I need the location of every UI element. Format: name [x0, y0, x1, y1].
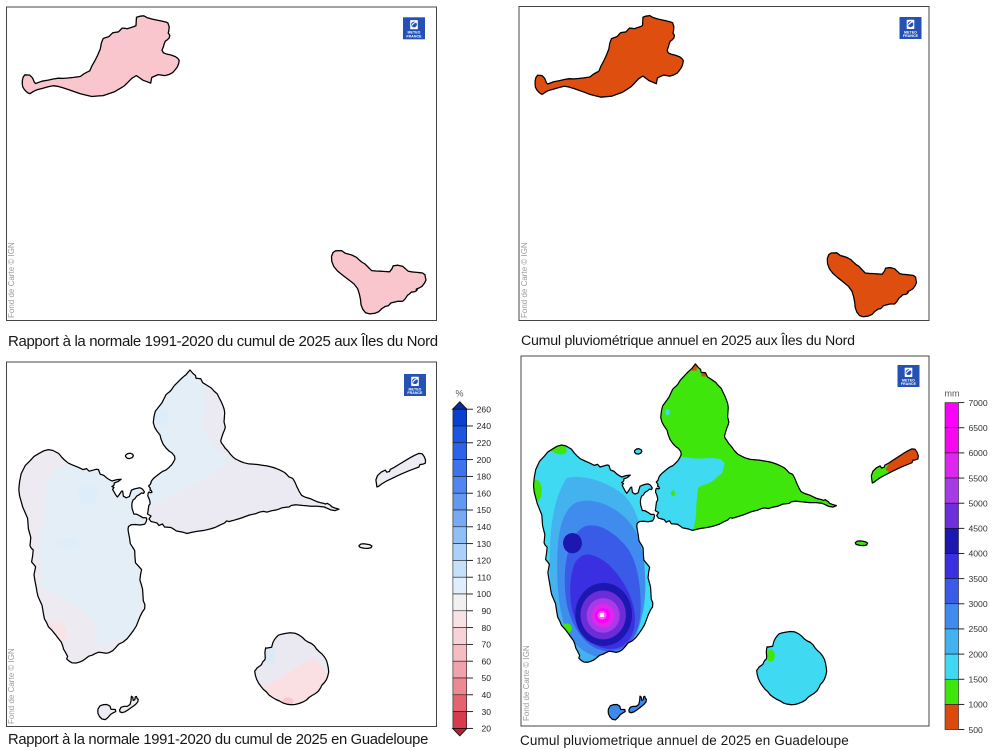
svg-text:METEO: METEO [409, 387, 422, 391]
svg-text:mm: mm [945, 389, 960, 399]
svg-text:260: 260 [477, 404, 492, 414]
svg-text:220: 220 [477, 438, 492, 448]
svg-text:40: 40 [481, 690, 491, 700]
svg-text:60: 60 [481, 656, 491, 666]
svg-text:160: 160 [477, 488, 492, 498]
svg-text:6000: 6000 [969, 448, 988, 458]
svg-text:7000: 7000 [969, 398, 988, 408]
svg-text:30: 30 [481, 707, 491, 717]
svg-text:Fond de Carte © IGN: Fond de Carte © IGN [7, 648, 16, 724]
svg-text:1500: 1500 [969, 674, 988, 684]
svg-text:%: % [455, 389, 463, 399]
svg-text:FRANCE: FRANCE [901, 382, 917, 386]
svg-text:FRANCE: FRANCE [407, 391, 423, 395]
svg-text:METEO: METEO [902, 378, 915, 382]
svg-text:130: 130 [477, 539, 492, 549]
svg-text:METEO: METEO [904, 30, 917, 34]
svg-text:200: 200 [477, 455, 492, 465]
svg-text:1000: 1000 [969, 700, 988, 710]
svg-text:5000: 5000 [969, 498, 988, 508]
svg-text:FRANCE: FRANCE [406, 35, 422, 39]
svg-text:80: 80 [481, 623, 491, 633]
svg-text:20: 20 [481, 724, 491, 734]
svg-text:500: 500 [969, 725, 984, 735]
svg-text:2500: 2500 [969, 624, 988, 634]
svg-text:FRANCE: FRANCE [903, 34, 919, 38]
svg-text:110: 110 [477, 572, 491, 582]
svg-text:50: 50 [481, 673, 491, 683]
svg-text:70: 70 [481, 640, 491, 650]
svg-text:Fond de Carte © IGN: Fond de Carte © IGN [520, 242, 529, 318]
svg-text:5500: 5500 [969, 473, 988, 483]
svg-text:240: 240 [477, 421, 492, 431]
svg-text:Fond de Carte © IGN: Fond de Carte © IGN [522, 645, 531, 721]
svg-text:90: 90 [481, 606, 491, 616]
svg-text:120: 120 [477, 556, 492, 566]
svg-text:6500: 6500 [969, 423, 988, 433]
svg-text:Fond de Carte © IGN: Fond de Carte © IGN [7, 242, 16, 318]
svg-text:140: 140 [477, 522, 492, 532]
svg-text:3500: 3500 [969, 574, 988, 584]
svg-text:4500: 4500 [969, 524, 988, 534]
svg-text:180: 180 [477, 472, 492, 482]
svg-text:2000: 2000 [969, 649, 988, 659]
svg-text:150: 150 [477, 505, 492, 515]
svg-text:4000: 4000 [969, 549, 988, 559]
svg-text:3000: 3000 [969, 599, 988, 609]
svg-text:100: 100 [477, 589, 492, 599]
svg-text:METEO: METEO [408, 31, 421, 35]
